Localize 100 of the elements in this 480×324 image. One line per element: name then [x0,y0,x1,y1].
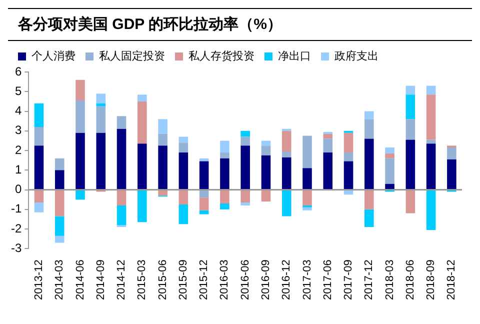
bar [178,142,188,152]
bar [323,134,333,139]
bar [76,100,85,133]
bar [138,144,147,190]
x-tick-label: 2017-09 [342,260,355,300]
bar [323,138,333,152]
bar [54,190,64,216]
bar [426,86,436,95]
x-tick-label: 2016-03 [218,260,231,300]
legend-label: 个人消费 [32,50,76,63]
bar [302,168,312,190]
bar [344,152,354,162]
bar [34,126,44,146]
x-tick-label: 2017-12 [363,260,376,300]
x-tick-label: 2014-12 [116,260,128,300]
bar [240,136,250,146]
bar [406,86,416,95]
bar [344,132,354,152]
y-tick-label: 2 [14,142,22,157]
bar [344,161,354,190]
legend-label: 私人固定投资 [99,50,165,63]
legend-label: 私人存货投资 [188,50,254,63]
chart-title: 各分项对美国 GDP 的环比拉动率（%） [8,8,472,41]
bar [282,130,292,152]
bar [282,157,292,190]
y-tick-label: 1 [14,162,22,176]
bar [116,128,126,190]
y-tick-label: -1 [11,202,22,216]
bar [426,190,436,230]
bar [406,190,416,214]
bar [54,236,64,243]
bar [261,140,271,146]
x-tick-label: 2017-03 [301,260,314,300]
y-tick-label: 0 [14,182,22,196]
bar [364,111,374,120]
x-tick-label: 2015-12 [198,260,210,300]
bar [447,148,456,160]
bar [96,132,106,190]
bar [261,155,271,190]
bar [406,119,416,140]
bar [426,94,436,140]
bar [76,80,85,100]
bar [406,94,416,120]
bar [138,101,147,144]
bar [96,103,106,106]
x-tick-label: 2016-09 [260,260,272,300]
legend-label: 政府支出 [334,50,378,63]
bar [34,103,44,127]
bar [364,119,374,139]
bar [116,205,126,226]
bar [261,146,271,156]
bar [199,210,209,214]
bar [138,190,147,222]
bar [220,190,230,204]
legend-label: 净出口 [278,50,311,63]
y-tick-label: -3 [11,240,22,255]
bar [406,140,416,190]
bar [34,146,44,190]
bar [158,134,168,146]
bar [54,158,64,170]
bar [282,151,292,158]
bar [76,132,85,190]
bar [199,161,209,190]
x-tick-label: 2015-09 [177,260,190,300]
x-tick-label: 2014-06 [74,260,86,300]
x-tick-label: 2015-03 [136,260,148,300]
x-tick-label: 2018-09 [425,260,438,300]
bar [385,148,394,154]
bar [178,190,188,204]
bar [323,152,333,190]
bar [385,184,394,190]
bar [199,158,209,162]
bar [364,138,374,190]
x-tick-label: 2018-12 [446,260,458,300]
bar [240,190,250,203]
bar [138,94,147,102]
bar [426,140,436,144]
x-tick-label: 2014-03 [54,260,66,300]
bar [178,136,188,143]
bar [261,190,271,202]
bar [158,190,168,196]
bar [220,140,230,152]
bar [158,119,168,134]
bar [199,190,209,198]
bar [220,158,230,190]
bar [364,190,374,210]
bar [54,170,64,190]
bar [220,152,230,158]
bar [34,190,44,203]
bar [199,198,209,210]
x-tick-label: 2014-09 [94,260,107,300]
x-tick-label: 2016-12 [280,260,293,300]
y-tick-label: 6 [14,64,22,78]
bar [302,190,312,206]
bar [96,106,106,133]
bar [385,153,394,158]
y-tick-label: 3 [14,123,22,138]
bar [364,209,374,228]
x-tick-label: 2016-06 [239,260,252,300]
bar [76,190,85,200]
